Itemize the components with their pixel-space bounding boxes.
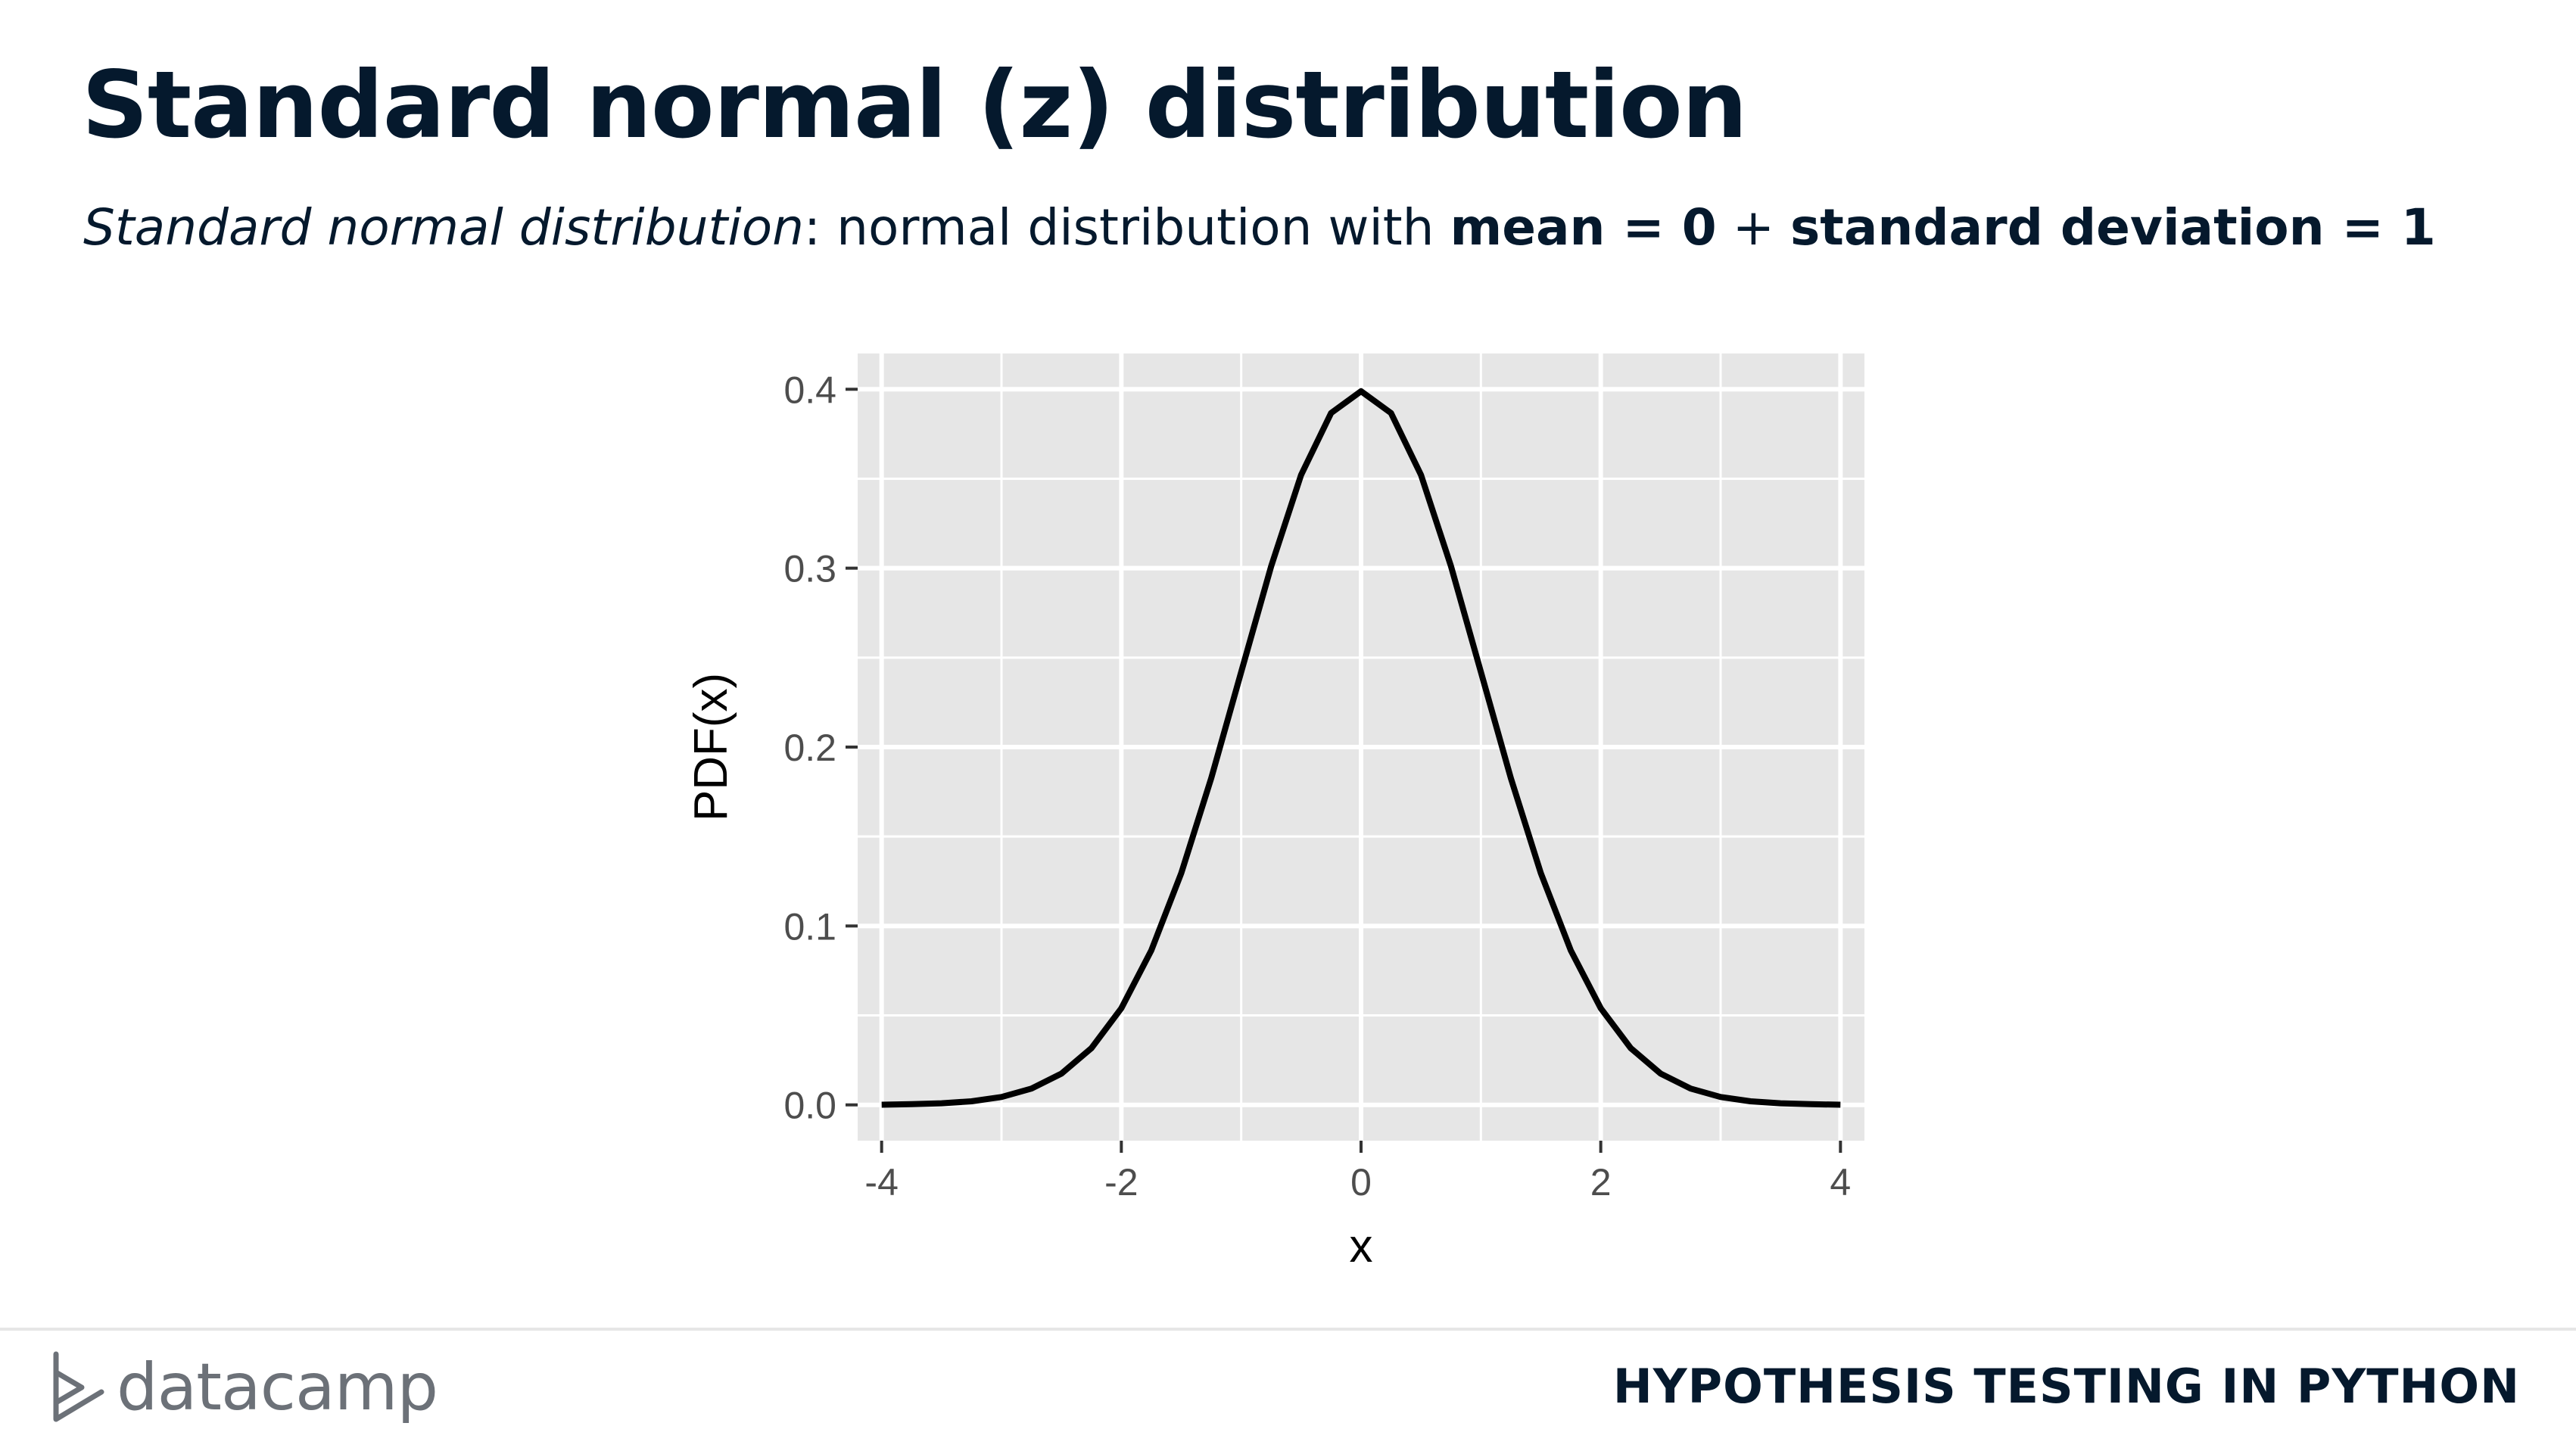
datacamp-wordmark: datacamp — [117, 1350, 438, 1425]
subtitle-mean: mean = 0 — [1450, 198, 1717, 257]
course-name: HYPOTHESIS TESTING IN PYTHON — [1612, 1359, 2520, 1414]
x-tick-label: 4 — [1830, 1161, 1851, 1203]
y-tick-label: 0.4 — [783, 369, 836, 411]
subtitle-sd: standard deviation = 1 — [1790, 198, 2436, 257]
normal-pdf-chart: -4 -2 0 2 4 0.0 0.1 0.2 0.3 0.4 x PDF(x) — [685, 353, 1864, 1272]
slide-subtitle: Standard normal distribution: normal dis… — [83, 198, 2436, 257]
y-tick-label: 0.2 — [783, 727, 836, 769]
slide-title: Standard normal (z) distribution — [82, 51, 1748, 159]
subtitle-text: : normal distribution with — [803, 198, 1450, 257]
footer-divider — [0, 1328, 2576, 1331]
y-axis-label: PDF(x) — [685, 673, 737, 821]
subtitle-term: Standard normal distribution — [83, 198, 804, 257]
datacamp-logo: datacamp — [50, 1346, 438, 1429]
x-axis-label: x — [1350, 1220, 1373, 1272]
x-tick-label: -4 — [864, 1161, 898, 1203]
x-tick-label: 2 — [1590, 1161, 1612, 1203]
subtitle-plus: + — [1716, 198, 1790, 257]
y-tick-label: 0.3 — [783, 548, 836, 590]
datacamp-logo-icon — [53, 1351, 104, 1422]
x-axis-ticks: -4 -2 0 2 4 — [864, 1141, 1851, 1203]
x-tick-label: 0 — [1350, 1161, 1372, 1203]
y-tick-label: 0.1 — [783, 905, 836, 948]
y-tick-label: 0.0 — [783, 1085, 836, 1127]
x-tick-label: -2 — [1104, 1161, 1138, 1203]
pdf-curve — [881, 388, 1841, 1108]
y-axis-ticks: 0.0 0.1 0.2 0.3 0.4 — [783, 369, 858, 1127]
